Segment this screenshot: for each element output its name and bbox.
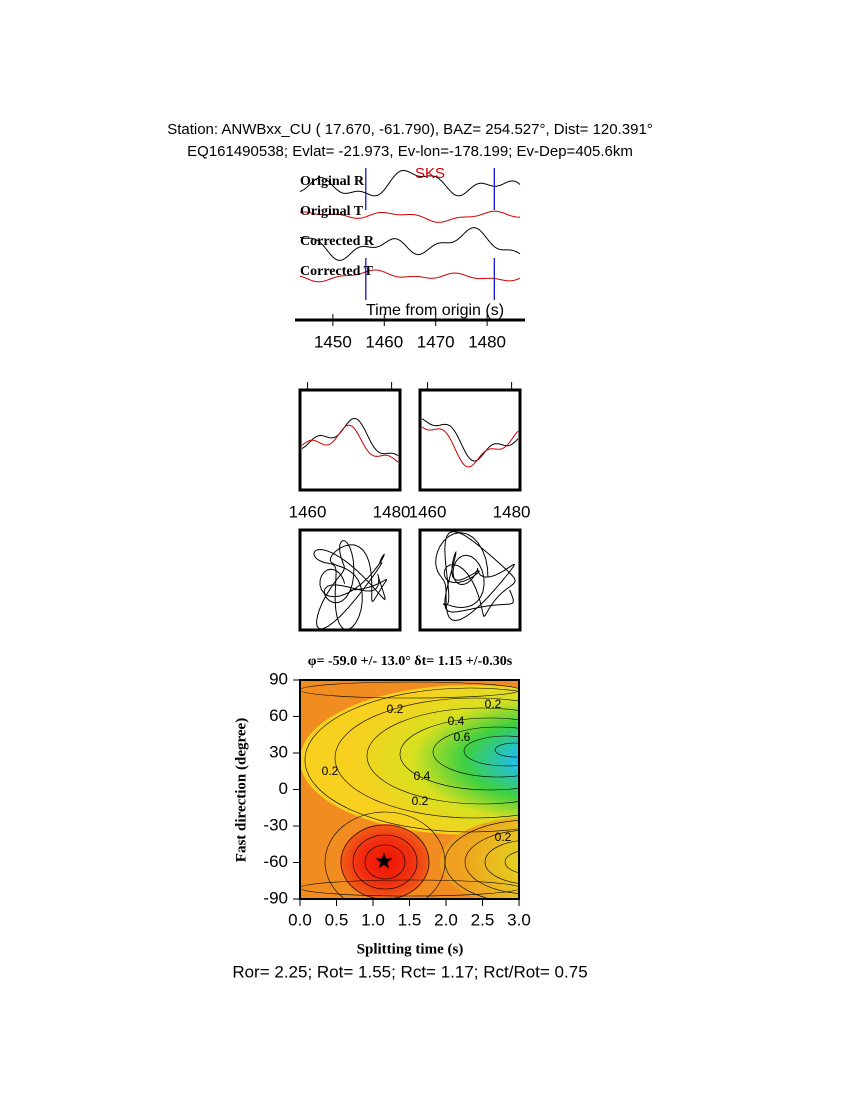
header-line: Station: ANWBxx_CU ( 17.670, -61.790), B… [167,121,653,138]
waveform [301,418,399,457]
trace-label: Corrected R [300,234,375,249]
x-tick-label: 1.5 [398,910,422,929]
y-tick-label: 0 [279,779,288,798]
waveform [421,426,519,468]
y-tick-label: 90 [269,669,288,688]
panel-frame [418,388,522,492]
panel-frame [298,528,402,632]
trace-label: Corrected T [300,264,374,279]
axis-title: Fast direction (degree) [233,718,249,862]
particle-motion [313,540,388,631]
x-tick-label: 1450 [314,332,352,351]
x-tick-label: 1470 [417,332,455,351]
waveform [421,418,519,462]
contour-label: 0.6 [454,730,471,744]
plot-title: φ= -59.0 +/- 13.0° δt= 1.15 +/-0.30s [308,654,513,669]
waveform [299,227,521,261]
waveform [299,210,520,223]
contour-label: 0.2 [387,702,404,716]
x-tick-label: 1480 [373,502,411,521]
waveform [299,170,521,197]
x-tick-label: 1.0 [361,910,385,929]
axis-title: Splitting time (s) [357,941,464,957]
trace-label: Original T [300,204,364,219]
particle-motion [435,530,516,622]
y-tick-label: -60 [263,852,288,871]
x-tick-label: 1460 [365,332,403,351]
panel-frame [418,528,522,632]
x-tick-label: 1460 [289,502,327,521]
x-tick-label: 2.0 [434,910,458,929]
contour-label: 0.2 [412,794,429,808]
phase-label: SKS [415,165,445,182]
x-tick-label: 0.5 [325,910,349,929]
y-tick-label: -30 [263,815,288,834]
contour-label: 0.4 [414,769,431,783]
y-tick-label: 30 [269,742,288,761]
x-tick-label: 0.0 [288,910,312,929]
x-tick-label: 1480 [468,332,506,351]
axis-title: Time from origin (s) [366,302,504,319]
contour-label: 0.2 [322,764,339,778]
best-fit-star [375,852,393,869]
x-tick-label: 1460 [409,502,447,521]
panel-frame [298,388,402,492]
misfit-surface [300,680,519,899]
y-tick-label: 60 [269,706,288,725]
x-tick-label: 2.5 [471,910,495,929]
contour-label: 0.2 [495,830,512,844]
header-line: EQ161490538; Evlat= -21.973, Ev-lon=-178… [187,143,633,160]
footer: Ror= 2.25; Rot= 1.55; Rct= 1.17; Rct/Rot… [232,962,587,981]
x-tick-label: 3.0 [507,910,531,929]
y-tick-label: -90 [263,888,288,907]
waveform [299,269,521,283]
trace-label: Original R [300,174,365,189]
contour-label: 0.4 [448,714,465,728]
x-tick-label: 1480 [493,502,531,521]
waveform [301,424,399,463]
contour-label: 0.2 [485,697,502,711]
